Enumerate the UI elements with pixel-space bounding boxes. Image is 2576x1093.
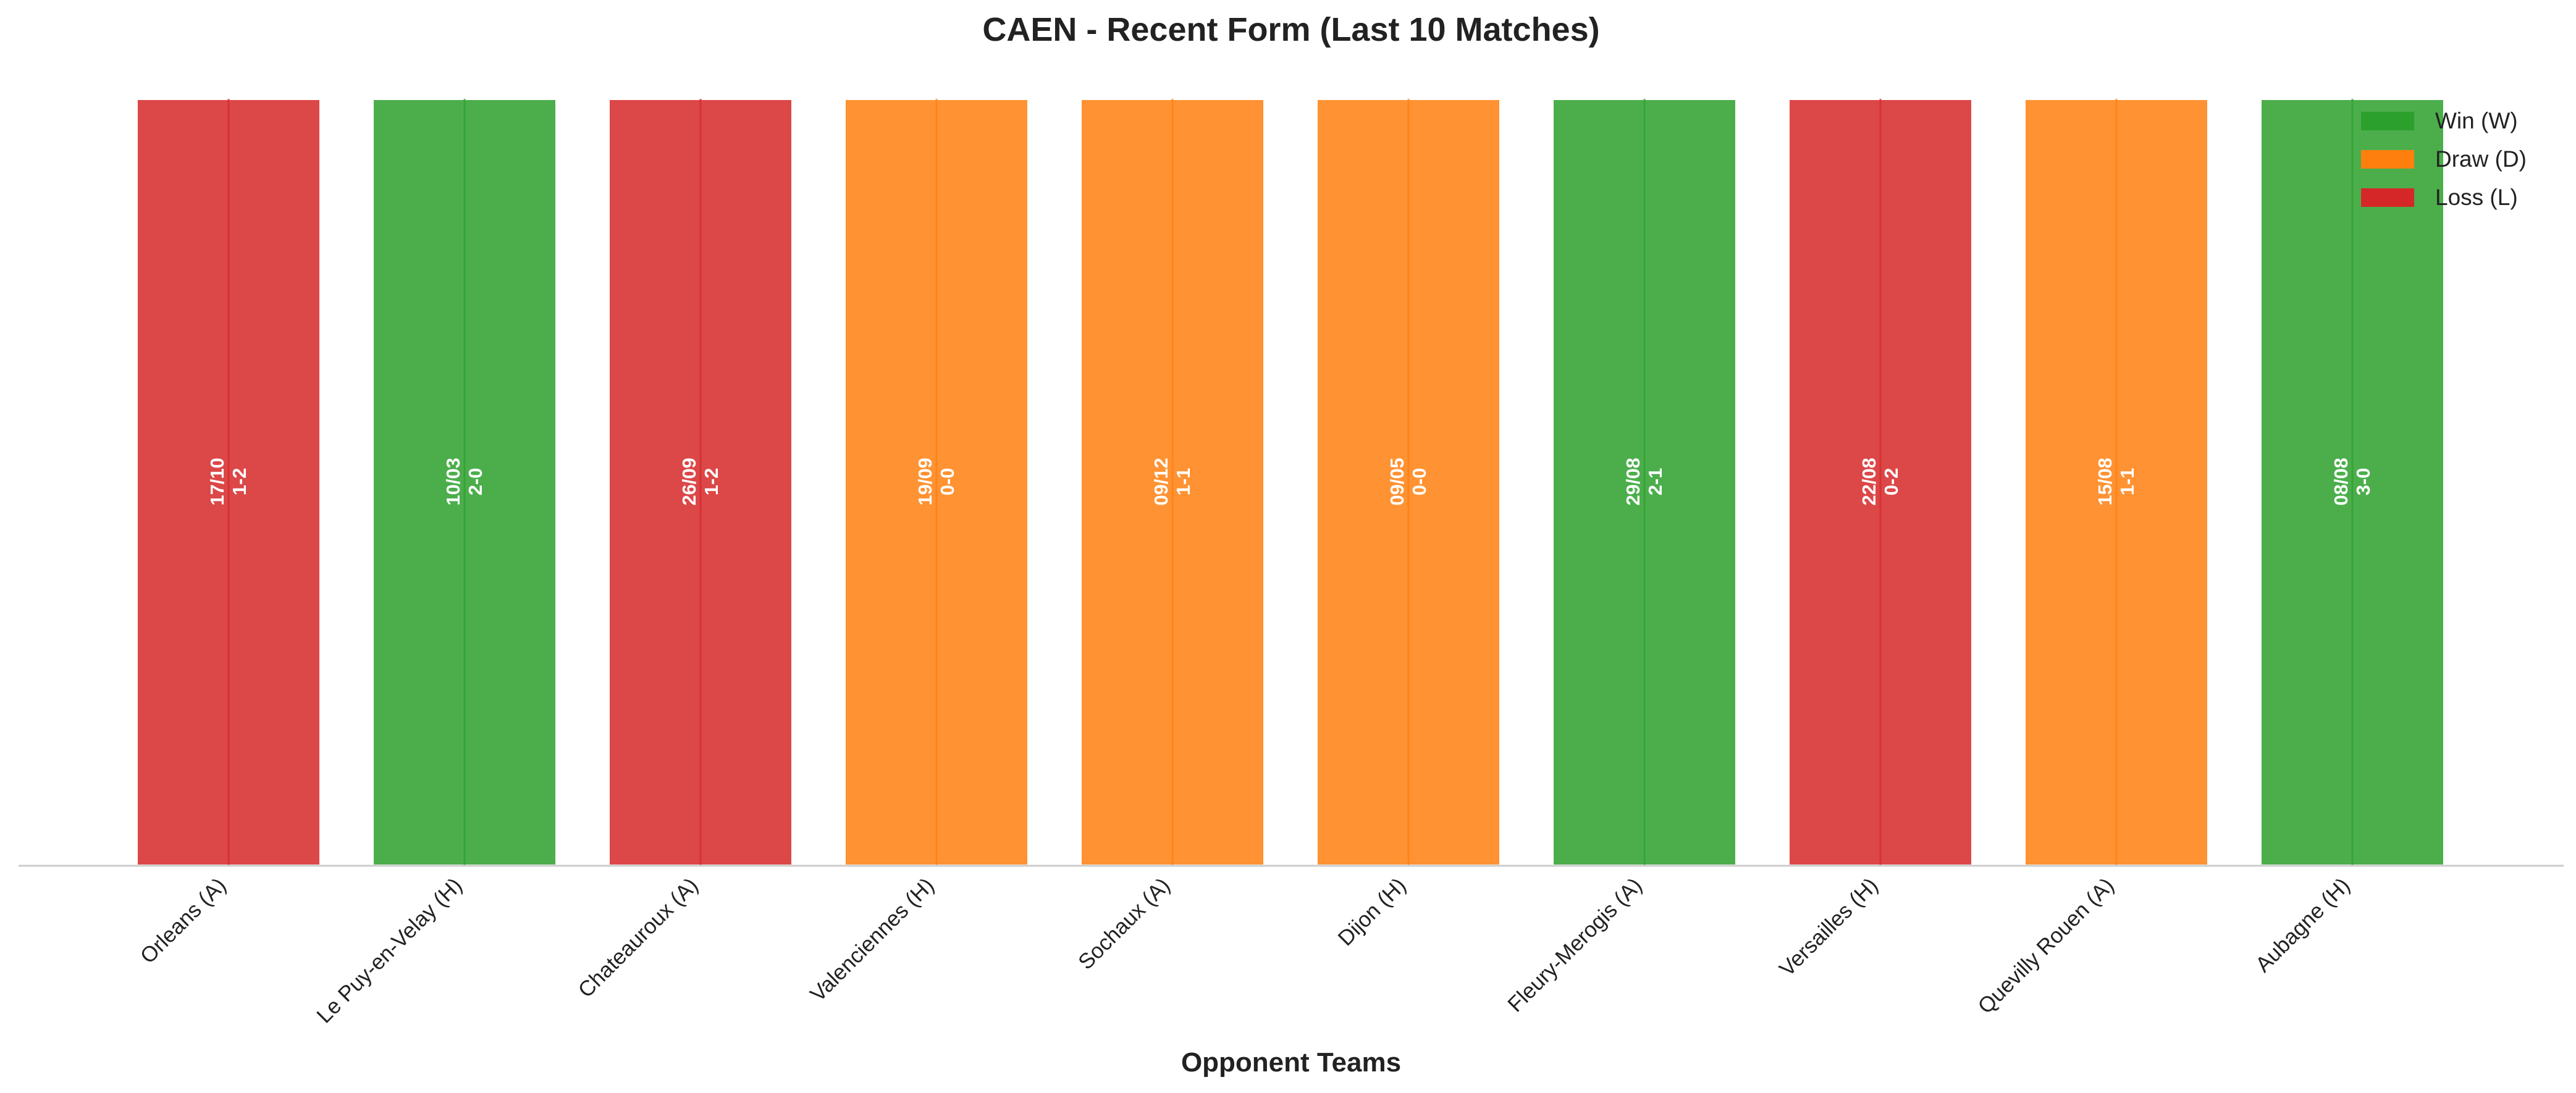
bar-date-label: 09/05 (1386, 458, 1408, 506)
bar-score-label: 0-0 (1408, 468, 1430, 496)
bar-date-label: 10/03 (442, 458, 464, 506)
legend-label: Win (W) (2435, 108, 2518, 133)
legend-swatch (2361, 188, 2414, 207)
bar-label: 29/08 2-1 (1622, 458, 1666, 506)
bar-score-label: 1-1 (1172, 468, 1194, 496)
x-tick-label: Aubagne (H) (2251, 873, 2355, 977)
bar-date-label: 15/08 (2094, 458, 2116, 506)
bar-date-label: 29/08 (1622, 458, 1644, 506)
bar-label: 19/09 0-0 (914, 458, 958, 506)
bar-score-label: 1-1 (2116, 468, 2138, 496)
bar-label: 09/12 1-1 (1150, 458, 1194, 506)
x-tick-label: Dijon (H) (1333, 873, 1410, 950)
bar-score-label: 0-2 (1880, 468, 1902, 496)
bar-date-label: 19/09 (914, 458, 936, 506)
bar-date-label: 26/09 (678, 458, 700, 506)
bar-label: 09/05 0-0 (1386, 458, 1430, 506)
x-tick-label: Orleans (A) (136, 873, 231, 968)
x-tick-label: Sochaux (A) (1074, 873, 1175, 974)
bar-score-label: 1-2 (701, 468, 722, 496)
bars-group (135, 98, 2446, 867)
bar-label: 26/09 1-2 (678, 458, 722, 506)
bar-score-label: 2-1 (1644, 468, 1666, 496)
legend-swatch (2361, 150, 2414, 169)
x-tick-label: Le Puy-en-Velay (H) (312, 873, 466, 1028)
bar-score-label: 1-2 (229, 468, 250, 496)
legend-swatch (2361, 112, 2414, 130)
bar-label: 15/08 1-1 (2094, 458, 2138, 506)
bar-label: 10/03 2-0 (442, 458, 486, 506)
x-tick-label: Fleury-Merogis (A) (1503, 873, 1646, 1016)
bar-date-label: 09/12 (1150, 458, 1172, 506)
bar-label: 22/08 0-2 (1858, 458, 1902, 506)
bar-score-label: 0-0 (937, 468, 958, 496)
bar-labels-group: 17/10 1-2 10/03 2-0 26/09 1-2 19/09 0-0 09/12 1-1… (206, 458, 2374, 506)
bar-score-label: 2-0 (465, 468, 486, 496)
x-tick-label: Chateauroux (A) (573, 873, 702, 1002)
bar-date-label: 08/08 (2330, 458, 2352, 506)
x-tick-label: Versailles (H) (1775, 873, 1883, 981)
x-axis-label: Opponent Teams (1181, 1047, 1401, 1078)
bar-date-label: 17/10 (206, 458, 228, 506)
x-tick-label: Quevilly Rouen (A) (1973, 873, 2118, 1018)
x-tick-label: Valenciennes (H) (806, 873, 939, 1007)
legend: Win (W) Draw (D) Loss (L) (2361, 108, 2527, 210)
legend-label: Draw (D) (2435, 146, 2527, 172)
bar-date-label: 22/08 (1858, 458, 1880, 506)
bar-score-label: 3-0 (2352, 468, 2374, 496)
legend-label: Loss (L) (2435, 185, 2518, 210)
chart-title: CAEN - Recent Form (Last 10 Matches) (982, 11, 1599, 48)
x-tick-labels: Orleans (A) Le Puy-en-Velay (H) Chateaurou… (136, 873, 2355, 1028)
bar-label: 08/08 3-0 (2330, 458, 2374, 506)
bar-label: 17/10 1-2 (206, 458, 250, 506)
